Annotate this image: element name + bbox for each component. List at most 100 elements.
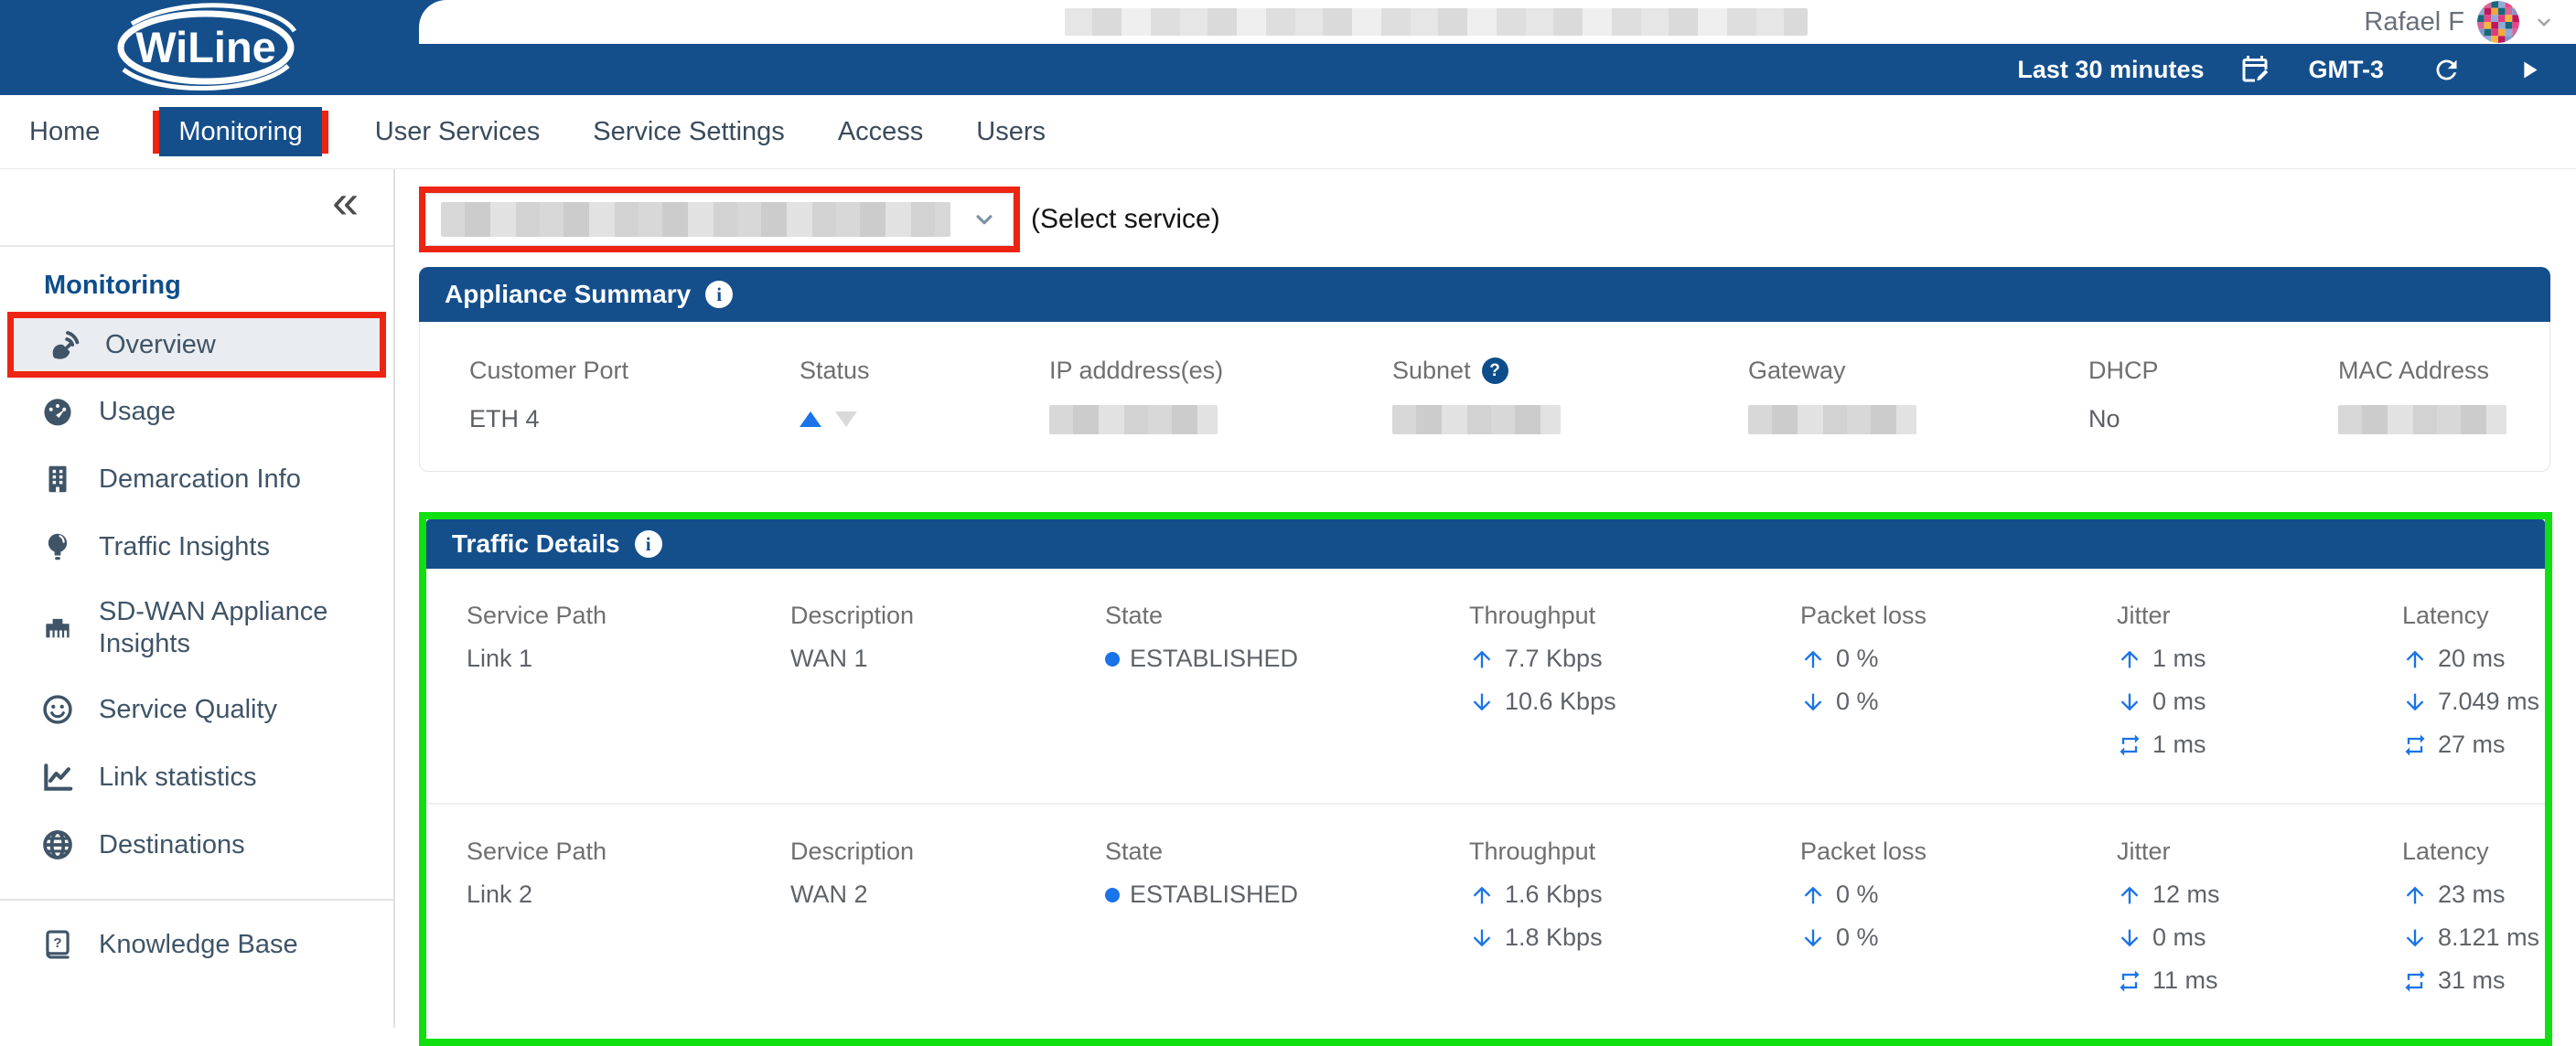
status-up-icon [800, 411, 821, 427]
field-ip-addresses: IP adddress(es) [1049, 357, 1392, 434]
redacted-gateway [1748, 405, 1916, 434]
help-icon[interactable]: ? [1481, 358, 1508, 384]
upload-arrow-icon [1804, 650, 1822, 667]
col-packet-loss: Packet loss 0 % 0 % [1800, 838, 1927, 951]
download-arrow-icon [2406, 693, 2424, 710]
sidebar: « Monitoring Overview Usa [0, 169, 395, 1028]
sidebar-item-destinations[interactable]: Destinations [0, 811, 393, 879]
annotation-box-monitoring: Monitoring [153, 106, 328, 156]
calendar-edit-icon[interactable] [2238, 53, 2271, 86]
appliance-summary-panel: Appliance Summary i Customer Port ETH 4 … [419, 267, 2550, 472]
satellite-dish-icon [52, 331, 80, 359]
sidebar-collapse-row: « [0, 169, 393, 247]
field-customer-port: Customer Port ETH 4 [469, 357, 629, 432]
traffic-link-row: Service Path Link 2 Description WAN 2 St… [426, 803, 2545, 1039]
sidebar-item-label: Overview [105, 329, 216, 359]
redacted-ip-addresses [1049, 405, 1218, 434]
book-question-icon: ? [46, 930, 70, 959]
sidebar-item-sdwan-appliance-insights[interactable]: SD-WAN Appliance Insights [0, 581, 393, 676]
upload-arrow-icon [1804, 886, 1822, 903]
appliance-port-icon [46, 618, 70, 638]
sidebar-item-label: Link statistics [99, 762, 257, 792]
col-throughput: Throughput 1.6 Kbps 1.8 Kbps [1469, 838, 1603, 951]
col-state: State ESTABLISHED [1105, 602, 1299, 672]
sidebar-item-overview[interactable]: Overview [14, 318, 380, 371]
tab-monitoring[interactable]: Monitoring [159, 106, 322, 156]
field-dhcp: DHCP No [2088, 357, 2159, 432]
info-icon[interactable]: i [634, 530, 662, 558]
line-chart-icon [44, 763, 73, 791]
sidebar-item-label: Demarcation Info [99, 464, 301, 494]
upload-arrow-icon [2406, 886, 2424, 903]
established-dot [1105, 651, 1120, 667]
sidebar-item-service-quality[interactable]: Service Quality [0, 676, 393, 743]
redacted-service-name [441, 202, 951, 237]
col-state: State ESTABLISHED [1105, 838, 1299, 908]
wiline-logo: WiLine [0, 0, 419, 95]
sidebar-item-link-statistics[interactable]: Link statistics [0, 743, 393, 811]
building-icon [48, 465, 67, 493]
col-service-path: Service Path Link 2 [467, 838, 607, 908]
sidebar-item-label: Usage [99, 396, 176, 426]
annotation-box-traffic-details: Traffic Details i Service Path Link 1 De… [419, 512, 2552, 1046]
tab-user-services[interactable]: User Services [374, 116, 541, 146]
download-arrow-icon [2120, 693, 2139, 710]
download-arrow-icon [1804, 929, 1822, 946]
top-white-bar: Rafael F [419, 0, 2576, 44]
roundtrip-icon [2120, 969, 2140, 992]
col-service-path: Service Path Link 1 [467, 602, 607, 672]
tab-users[interactable]: Users [976, 116, 1046, 146]
tab-access[interactable]: Access [837, 116, 924, 146]
chevron-down-icon[interactable] [971, 206, 998, 233]
redacted-page-title [1065, 8, 1808, 36]
svg-text:?: ? [53, 935, 61, 951]
chevron-down-icon[interactable] [2532, 10, 2556, 34]
collapse-sidebar-icon[interactable]: « [332, 176, 359, 229]
sidebar-item-label: Traffic Insights [99, 531, 270, 561]
smiley-icon [43, 695, 72, 724]
field-subnet: Subnet ? [1392, 357, 1748, 434]
traffic-link-row: Service Path Link 1 Description WAN 1 St… [426, 569, 2545, 803]
sidebar-item-demarcation-info[interactable]: Demarcation Info [0, 445, 393, 513]
download-arrow-icon [1804, 693, 1822, 710]
sidebar-item-label: Service Quality [99, 694, 278, 724]
panel-title: Traffic Details [452, 529, 620, 558]
info-icon[interactable]: i [705, 281, 734, 308]
upload-arrow-icon [1473, 650, 1491, 667]
sidebar-item-traffic-insights[interactable]: Traffic Insights [0, 513, 393, 581]
sidebar-item-label: Destinations [99, 829, 245, 859]
download-arrow-icon [2120, 929, 2139, 946]
main-nav: Home Monitoring User Services Service Se… [0, 95, 2576, 169]
user-menu[interactable]: Rafael F [2364, 0, 2556, 44]
col-jitter: Jitter 1 ms 0 ms 1 ms [2117, 602, 2206, 758]
roundtrip-icon [2405, 733, 2425, 756]
sidebar-item-knowledge-base[interactable]: ? Knowledge Base [0, 908, 393, 981]
refresh-icon[interactable] [2431, 55, 2462, 85]
download-arrow-icon [1473, 693, 1491, 710]
timezone-label: GMT-3 [2308, 55, 2384, 83]
svg-text:WiLine: WiLine [135, 23, 276, 71]
user-avatar[interactable] [2477, 1, 2519, 43]
field-mac-address: MAC Address [2338, 357, 2549, 434]
col-throughput: Throughput 7.7 Kbps 10.6 Kbps [1469, 602, 1616, 715]
col-description: Description WAN 1 [790, 602, 915, 672]
appliance-summary-header: Appliance Summary i [419, 267, 2550, 322]
upload-arrow-icon [1473, 886, 1491, 903]
lightbulb-icon [48, 533, 68, 560]
service-select[interactable] [425, 193, 1014, 246]
sidebar-item-usage[interactable]: Usage [0, 378, 393, 445]
tab-home[interactable]: Home [29, 116, 101, 146]
play-icon[interactable] [2515, 56, 2543, 84]
sidebar-section-title: Monitoring [44, 271, 181, 300]
user-name: Rafael F [2364, 6, 2464, 37]
appliance-summary-body: Customer Port ETH 4 Status IP adddress(e… [419, 322, 2550, 472]
time-controls: Last 30 minutes GMT-3 [2017, 44, 2543, 95]
traffic-details-header: Traffic Details i [426, 519, 2545, 569]
upload-arrow-icon [2406, 650, 2424, 667]
tab-service-settings[interactable]: Service Settings [593, 116, 785, 146]
field-status: Status [800, 357, 1049, 434]
col-jitter: Jitter 12 ms 0 ms 11 ms [2117, 838, 2220, 994]
roundtrip-icon [2405, 969, 2425, 992]
time-range-label[interactable]: Last 30 minutes [2017, 55, 2205, 83]
col-packet-loss: Packet loss 0 % 0 % [1800, 602, 1927, 715]
